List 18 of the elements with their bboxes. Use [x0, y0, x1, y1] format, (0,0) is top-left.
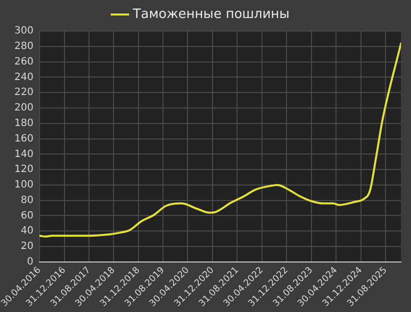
y-tick-label: 280 — [14, 40, 34, 52]
y-tick-label: 220 — [14, 87, 34, 98]
y-tick-label: 100 — [14, 180, 34, 191]
line-series — [39, 42, 401, 238]
legend-label: Таможенные пошлины — [132, 6, 290, 22]
y-tick-label: 200 — [14, 102, 34, 114]
y-tick-label: 300 — [14, 26, 34, 37]
y-tick-label: 60 — [20, 210, 34, 222]
y-tick-label: 160 — [14, 133, 34, 144]
y-tick-label: 140 — [14, 148, 34, 160]
y-tick-label: 80 — [20, 194, 34, 206]
y-tick-label: 180 — [14, 118, 34, 129]
y-tick-label: 40 — [20, 226, 34, 237]
y-tick-label: 260 — [14, 56, 34, 68]
y-tick-label: 120 — [14, 164, 34, 176]
y-tick-label: 240 — [14, 72, 34, 83]
y-tick-label: 0 — [27, 256, 34, 268]
y-tick-label: 20 — [20, 241, 34, 252]
